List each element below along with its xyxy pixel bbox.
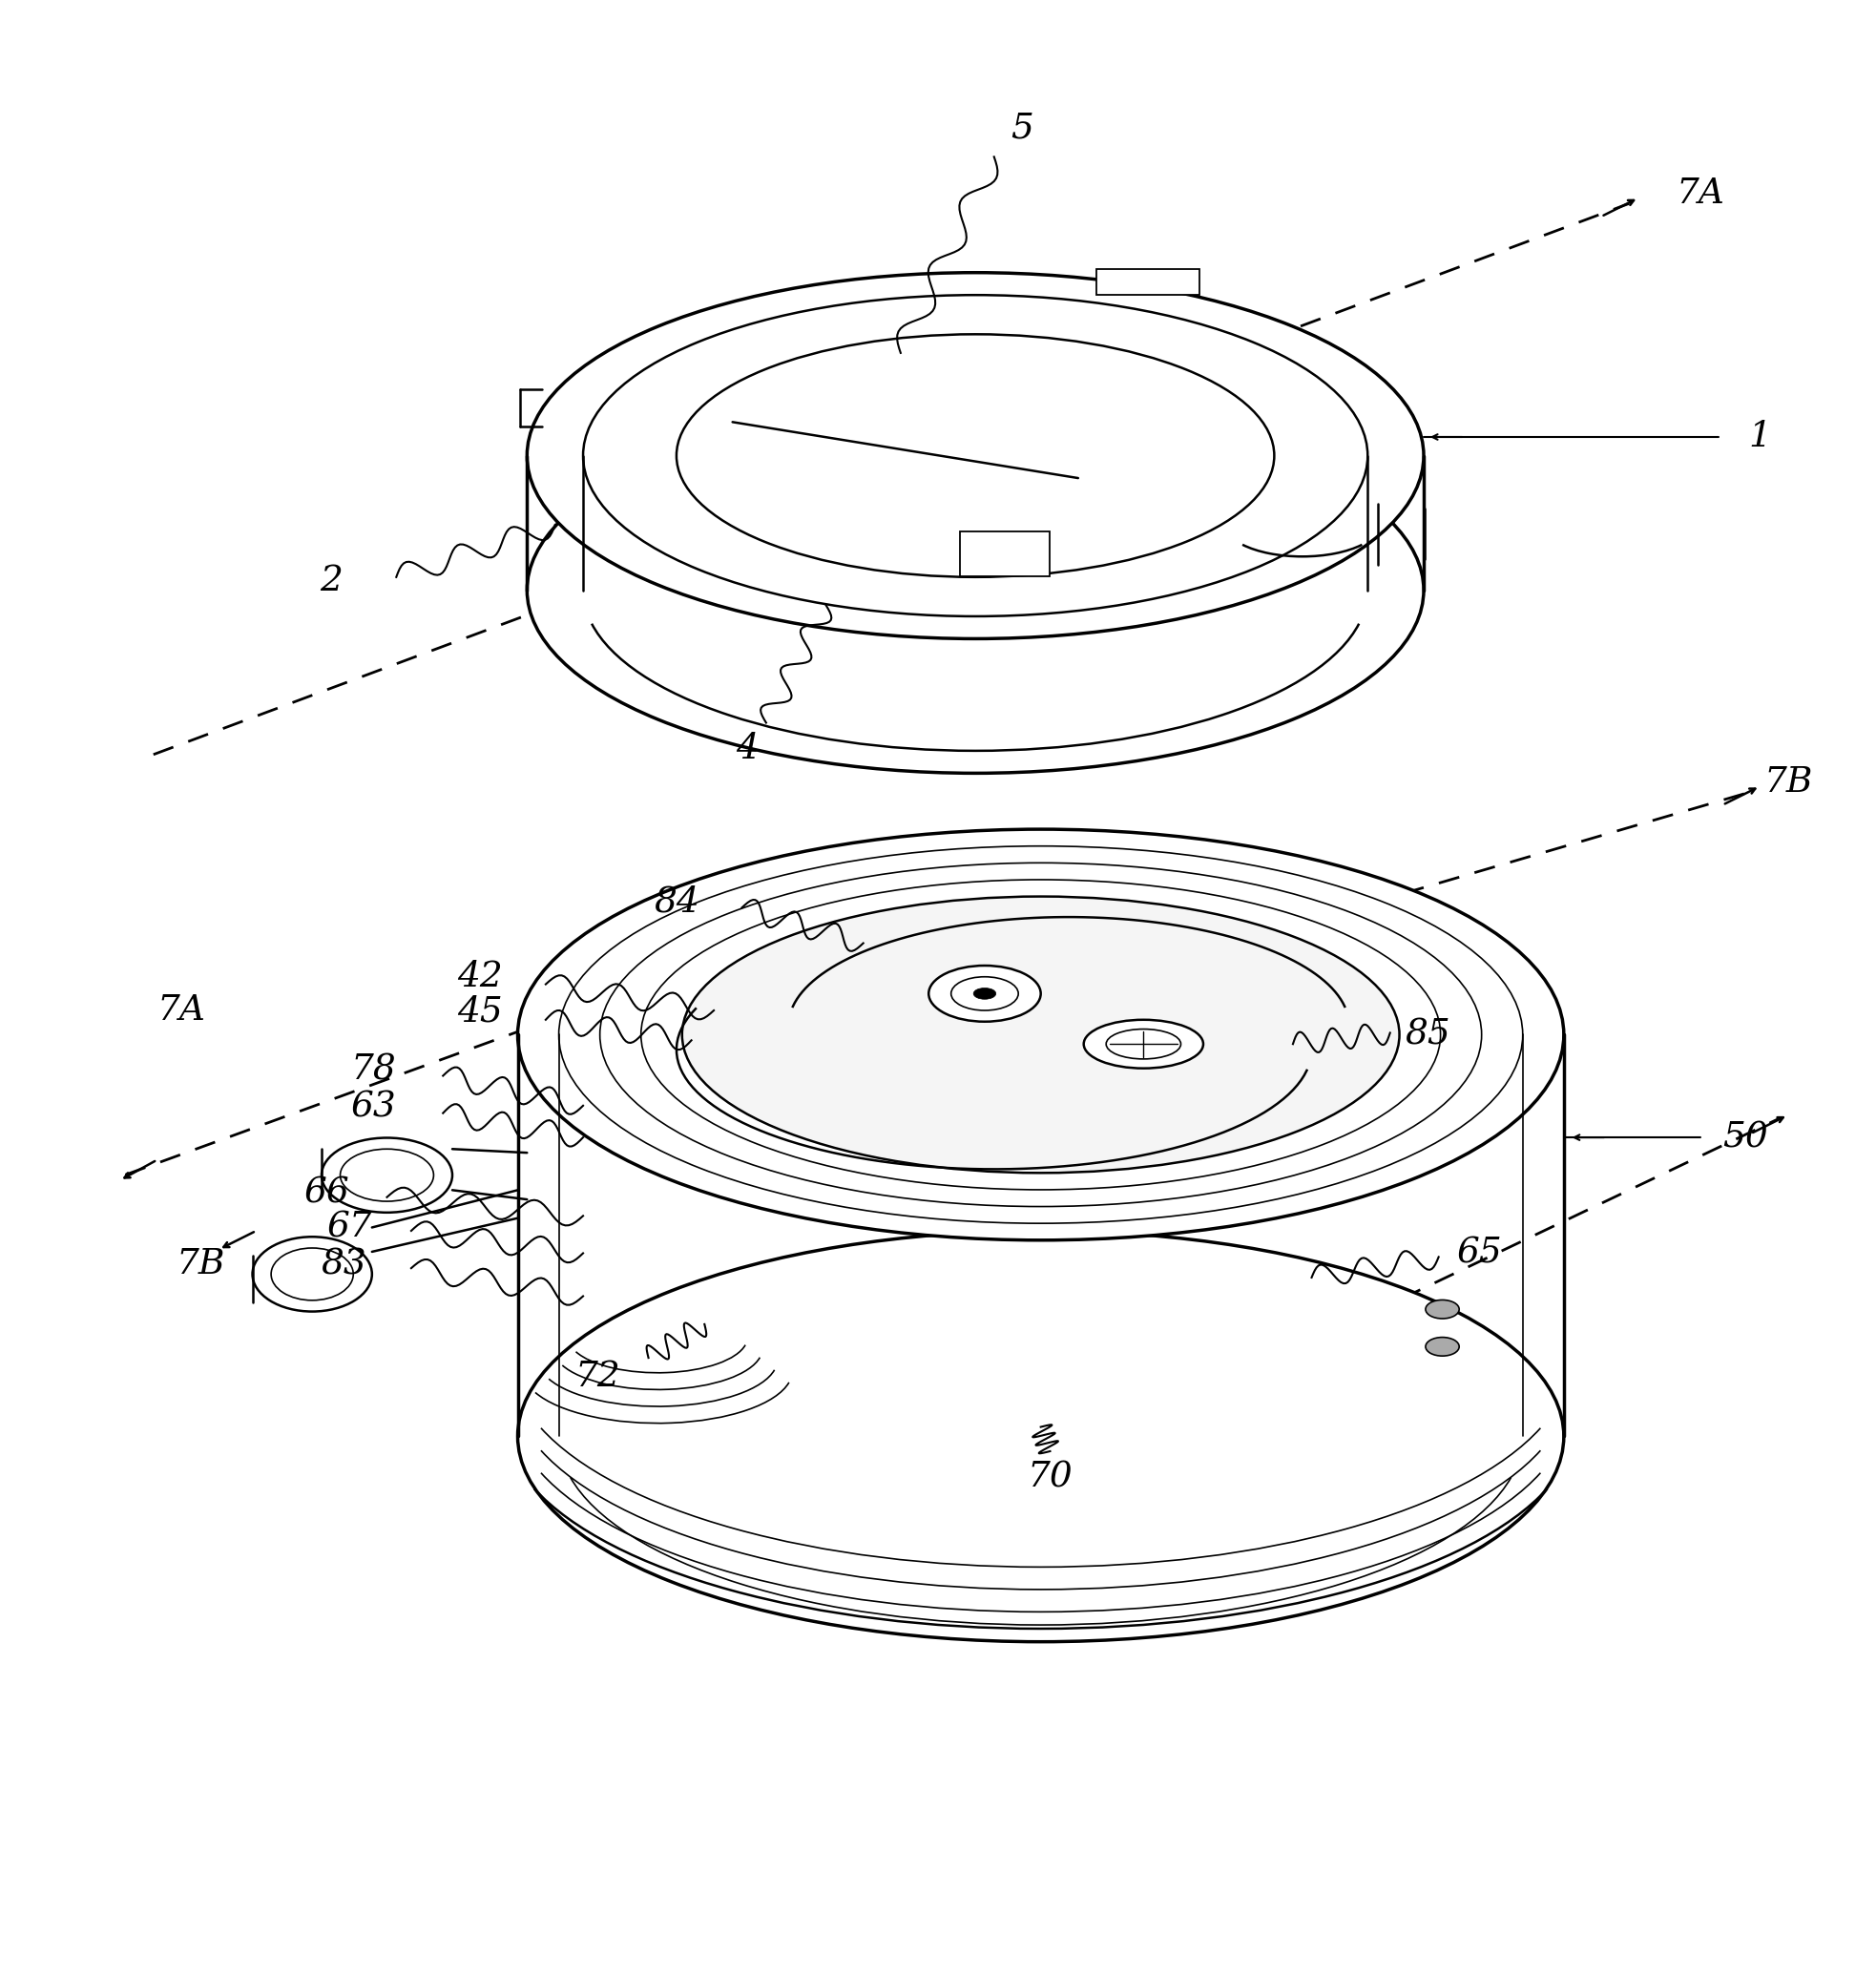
Ellipse shape: [1426, 1300, 1460, 1318]
Ellipse shape: [321, 1138, 452, 1213]
Ellipse shape: [974, 988, 996, 1000]
Text: 84: 84: [653, 885, 700, 919]
Text: 7B: 7B: [176, 1247, 225, 1282]
Text: 78: 78: [351, 1053, 396, 1087]
Text: 5: 5: [1011, 111, 1034, 146]
Ellipse shape: [518, 1231, 1565, 1642]
Text: 63: 63: [351, 1091, 396, 1124]
Ellipse shape: [527, 273, 1424, 638]
Ellipse shape: [1084, 1020, 1203, 1069]
Bar: [961, 532, 1051, 575]
Text: 70: 70: [1028, 1460, 1073, 1494]
Text: 7A: 7A: [1675, 178, 1724, 211]
Bar: [1097, 269, 1199, 294]
Text: 65: 65: [1458, 1237, 1503, 1271]
Ellipse shape: [518, 830, 1565, 1241]
Text: 7A: 7A: [158, 994, 206, 1028]
Text: 2: 2: [319, 563, 341, 599]
Text: 42: 42: [458, 960, 503, 994]
Ellipse shape: [1426, 1338, 1460, 1356]
Text: 7B: 7B: [1763, 765, 1812, 800]
Text: 66: 66: [304, 1176, 351, 1211]
Text: 83: 83: [321, 1247, 366, 1282]
Text: 50: 50: [1722, 1120, 1767, 1154]
Ellipse shape: [677, 334, 1274, 577]
Text: 45: 45: [458, 996, 503, 1029]
Text: 72: 72: [576, 1359, 621, 1393]
Ellipse shape: [253, 1237, 371, 1312]
Ellipse shape: [527, 407, 1424, 773]
Text: 1: 1: [1748, 419, 1771, 454]
Text: 85: 85: [1405, 1018, 1450, 1051]
Ellipse shape: [683, 897, 1399, 1174]
Text: 4: 4: [735, 731, 760, 767]
Ellipse shape: [929, 966, 1041, 1022]
Text: 67: 67: [326, 1209, 371, 1245]
